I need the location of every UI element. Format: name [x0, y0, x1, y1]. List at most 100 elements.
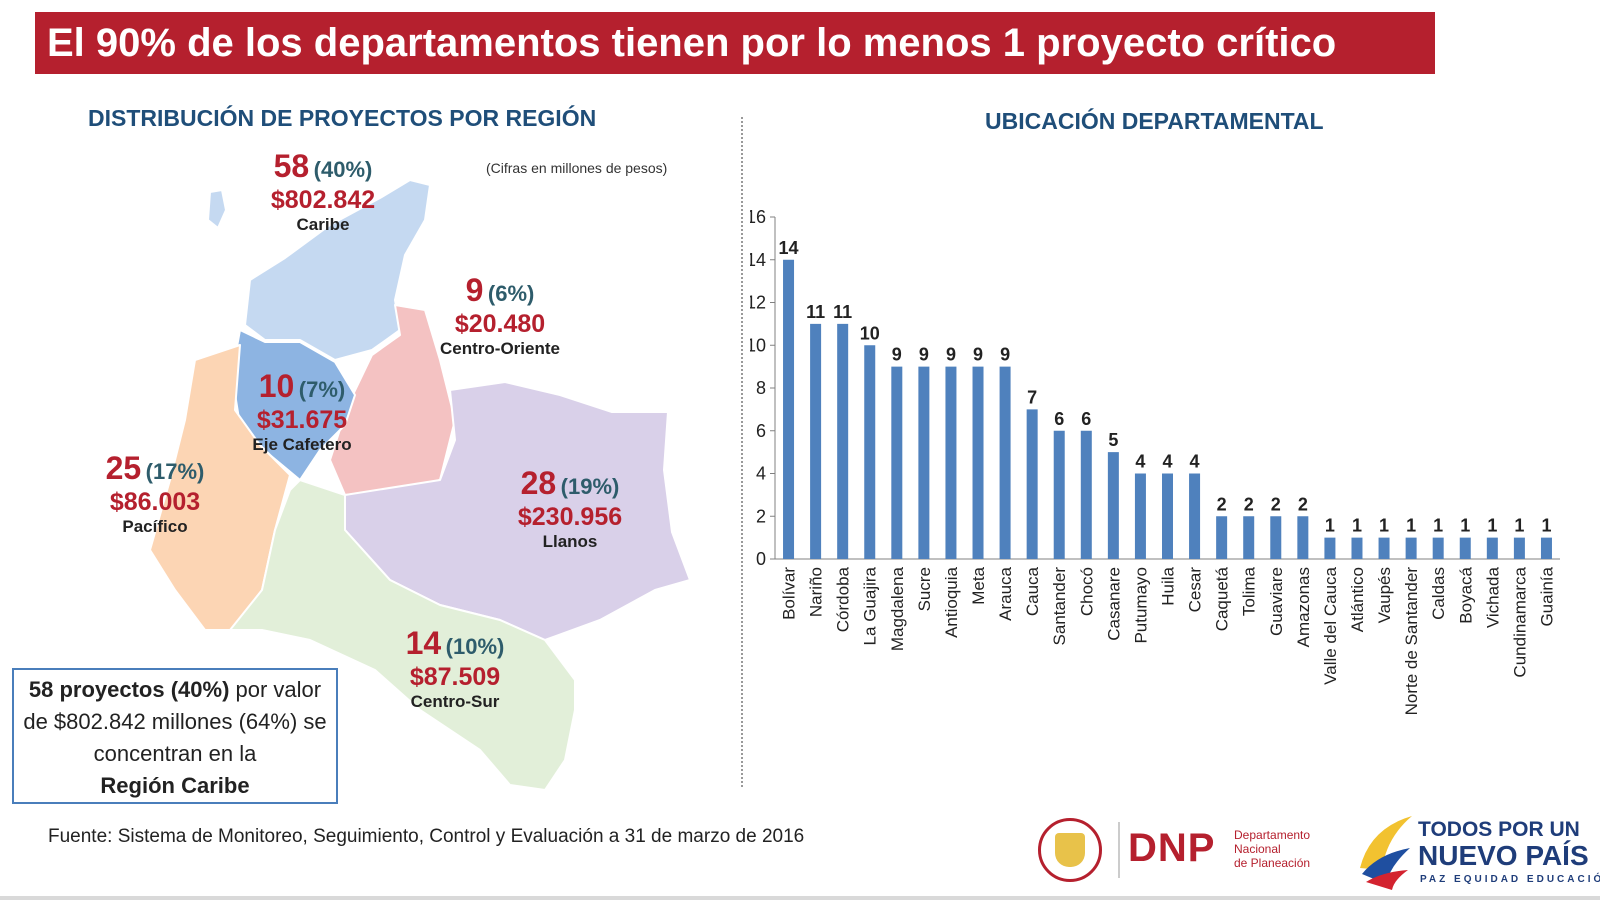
category-label: Norte de Santander — [1402, 567, 1421, 716]
category-label: Cundinamarca — [1510, 566, 1529, 677]
category-label: Atlántico — [1348, 567, 1367, 632]
category-label: Nariño — [807, 567, 826, 617]
region-pct: (19%) — [560, 474, 620, 499]
region-label-caribe: 58 (40%) $802.842 Caribe — [238, 148, 408, 235]
data-label: 2 — [1217, 494, 1227, 514]
category-label: Antioquia — [942, 566, 961, 637]
category-label: Magdalena — [888, 566, 907, 651]
bar — [1351, 537, 1363, 559]
chart-section-title: UBICACIÓN DEPARTAMENTAL — [985, 108, 1324, 134]
category-label: Boyacá — [1456, 566, 1475, 623]
y-tick-label: 0 — [756, 549, 766, 569]
data-label: 5 — [1108, 430, 1118, 450]
category-label: Meta — [969, 566, 988, 604]
page-title: El 90% de los departamentos tienen por l… — [47, 21, 1337, 65]
category-label: Valle del Cauca — [1321, 566, 1340, 684]
region-pct: (17%) — [145, 459, 205, 484]
bottom-rule — [0, 896, 1600, 900]
data-label: 2 — [1271, 494, 1281, 514]
map-region-centro-sur — [229, 479, 576, 791]
bar — [1540, 537, 1552, 559]
region-pct: (7%) — [298, 377, 346, 402]
coat-of-arms-icon — [1038, 818, 1102, 882]
data-label: 1 — [1514, 516, 1524, 536]
bar — [864, 345, 876, 559]
category-label: Caldas — [1429, 567, 1448, 620]
y-tick-label: 4 — [756, 464, 766, 484]
data-label: 10 — [860, 323, 880, 343]
region-count: 25 — [105, 450, 142, 486]
data-label: 4 — [1190, 452, 1200, 472]
map-region-san-andres — [207, 189, 227, 229]
category-label: Vaupés — [1375, 567, 1394, 623]
data-label: 9 — [919, 345, 929, 365]
region-count: 14 — [405, 625, 442, 661]
region-name: Llanos — [542, 532, 598, 551]
region-count: 10 — [258, 368, 295, 404]
source-note: Fuente: Sistema de Monitoreo, Seguimient… — [48, 826, 805, 847]
region-label-centro-sur: 14 (10%) $87.509 Centro-Sur — [375, 625, 535, 712]
data-label: 6 — [1054, 409, 1064, 429]
category-label: Amazonas — [1294, 567, 1313, 647]
dnp-sub-1: Departamento — [1234, 828, 1311, 842]
title-banner: El 90% de los departamentos tienen por l… — [35, 12, 1435, 74]
data-label: 2 — [1298, 494, 1308, 514]
y-tick-label: 16 — [750, 207, 766, 227]
department-bar-chart: 024681012141614Bolívar11Nariño11Córdoba1… — [750, 207, 1560, 716]
region-count: 28 — [520, 465, 557, 501]
dnp-subtitle: Departamento Nacional de Planeación — [1234, 828, 1344, 870]
region-label-llanos: 28 (19%) $230.956 Llanos — [490, 465, 650, 552]
bar — [1134, 473, 1146, 559]
units-note: (Cifras en millones de pesos) — [486, 160, 668, 176]
bar — [972, 366, 984, 559]
bar — [1080, 430, 1092, 559]
bar — [999, 366, 1011, 559]
category-label: Huila — [1159, 566, 1178, 605]
category-label: Santander — [1050, 567, 1069, 646]
region-pct: (6%) — [487, 281, 535, 306]
data-label: 1 — [1460, 516, 1470, 536]
region-label-pacifico: 25 (17%) $86.003 Pacífico — [75, 450, 235, 537]
region-name: Caribe — [296, 215, 350, 234]
map-section-title: DISTRIBUCIÓN DE PROYECTOS POR REGIÓN — [88, 105, 597, 131]
bar — [1053, 430, 1065, 559]
category-label: Cauca — [1023, 566, 1042, 616]
region-value: $86.003 — [109, 488, 201, 516]
bar — [891, 366, 903, 559]
data-label: 1 — [1433, 516, 1443, 536]
region-count: 9 — [465, 272, 484, 308]
tpn-line2: NUEVO PAÍS — [1418, 840, 1589, 871]
logo-divider — [1118, 822, 1120, 878]
data-label: 14 — [779, 238, 799, 258]
section-divider — [741, 117, 743, 787]
region-pct: (40%) — [313, 157, 373, 182]
todos-por-un-nuevo-pais-logo: TODOS POR UN NUEVO PAÍS PAZ EQUIDAD EDUC… — [1352, 808, 1600, 892]
category-label: Cesar — [1186, 567, 1205, 613]
category-label: Guainía — [1537, 566, 1556, 626]
category-label: Guaviare — [1267, 567, 1286, 636]
region-value: $87.509 — [409, 663, 501, 691]
data-label: 1 — [1379, 516, 1389, 536]
region-value: $31.675 — [256, 406, 348, 434]
category-label: Córdoba — [834, 566, 853, 632]
data-label: 9 — [946, 345, 956, 365]
category-label: Vichada — [1483, 566, 1502, 628]
data-label: 6 — [1081, 409, 1091, 429]
bar — [1432, 537, 1444, 559]
region-label-centro-oriente: 9 (6%) $20.480 Centro-Oriente — [420, 272, 580, 359]
data-label: 9 — [892, 345, 902, 365]
bar — [1378, 537, 1390, 559]
data-label: 11 — [833, 302, 852, 322]
category-label: Arauca — [996, 566, 1015, 620]
data-label: 2 — [1244, 494, 1254, 514]
bar — [1189, 473, 1201, 559]
data-label: 1 — [1352, 516, 1362, 536]
bar — [1297, 516, 1309, 559]
data-label: 1 — [1406, 516, 1416, 536]
data-label: 9 — [973, 345, 983, 365]
bar — [837, 323, 849, 559]
data-label: 11 — [806, 302, 825, 322]
y-tick-label: 14 — [750, 250, 766, 270]
bar — [1405, 537, 1417, 559]
y-tick-label: 6 — [756, 421, 766, 441]
